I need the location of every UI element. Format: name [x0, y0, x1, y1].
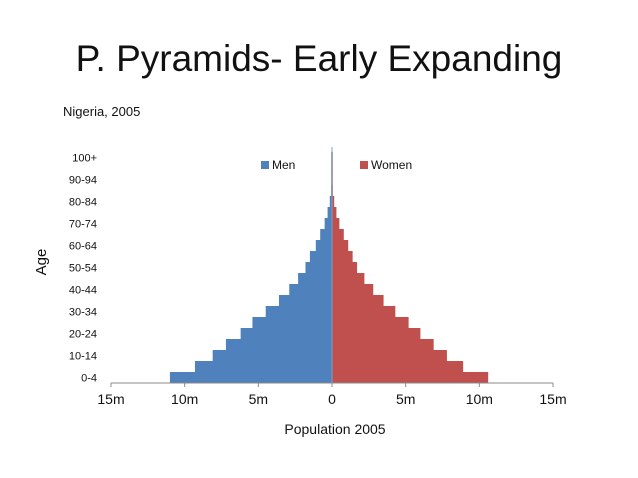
bar-men-15-19 — [225, 339, 332, 351]
bar-women-15-19 — [332, 339, 434, 351]
y-tick-label: 20-24 — [69, 329, 97, 341]
bar-men-70-74 — [324, 218, 332, 230]
bar-men-0-4 — [169, 372, 332, 384]
x-tick-labels: 15m 10m 5m 0 5m 10m 15m — [97, 391, 566, 407]
y-axis-title: Age — [33, 249, 50, 276]
legend-swatch-women — [360, 161, 368, 169]
bar-men-75-79 — [327, 207, 332, 219]
bars-group — [169, 152, 489, 384]
bar-women-5-9 — [332, 361, 464, 373]
bar-women-10-14 — [332, 350, 447, 362]
y-tick-label: 0-4 — [81, 373, 97, 385]
bar-men-65-69 — [320, 229, 332, 241]
bar-men-40-44 — [289, 284, 332, 296]
y-tick-label: 30-34 — [69, 307, 97, 319]
bar-women-50-54 — [332, 262, 358, 274]
bar-women-25-29 — [332, 317, 409, 329]
legend-label-women: Women — [371, 158, 412, 172]
y-tick-label: 100+ — [72, 153, 97, 165]
y-tick-label: 50-54 — [69, 263, 97, 275]
bar-women-65-69 — [332, 229, 344, 241]
x-tick-label: 10m — [466, 391, 493, 407]
y-tick-labels: 0-4 10-14 20-24 30-34 40-44 50-54 60-64 70-74 80… — [69, 153, 97, 385]
x-tick-label: 5m — [249, 391, 268, 407]
bar-men-10-14 — [212, 350, 332, 362]
bar-women-30-34 — [332, 306, 396, 318]
bar-men-60-64 — [315, 240, 332, 252]
y-tick-label: 80-84 — [69, 197, 97, 209]
bar-women-80-84 — [332, 196, 335, 208]
x-tick-label: 15m — [539, 391, 566, 407]
y-tick-label: 70-74 — [69, 219, 97, 231]
y-tick-label: 60-64 — [69, 241, 97, 253]
bar-women-0-4 — [332, 372, 489, 384]
bar-women-55-59 — [332, 251, 353, 263]
y-tick-label: 40-44 — [69, 285, 97, 297]
legend-label-men: Men — [272, 158, 295, 172]
bar-men-55-59 — [309, 251, 332, 263]
y-tick-label: 10-14 — [69, 351, 97, 363]
x-tick-label: 0 — [328, 391, 336, 407]
bar-women-75-79 — [332, 207, 337, 219]
bar-women-20-24 — [332, 328, 421, 340]
bar-men-80-84 — [329, 196, 332, 208]
bar-men-5-9 — [194, 361, 332, 373]
bar-men-30-34 — [265, 306, 332, 318]
bar-women-70-74 — [332, 218, 340, 230]
bar-women-40-44 — [332, 284, 374, 296]
bar-men-35-39 — [278, 295, 332, 307]
bar-women-45-49 — [332, 273, 365, 285]
x-axis-title: Population 2005 — [284, 421, 385, 437]
bar-women-35-39 — [332, 295, 384, 307]
bar-women-60-64 — [332, 240, 349, 252]
legend-swatch-men — [261, 161, 269, 169]
x-tick-label: 5m — [396, 391, 415, 407]
slide-title: P. Pyramids- Early Expanding — [75, 38, 563, 79]
chart-subtitle: Nigeria, 2005 — [63, 104, 141, 119]
bar-men-20-24 — [240, 328, 332, 340]
bar-men-25-29 — [252, 317, 332, 329]
bar-men-45-49 — [298, 273, 332, 285]
x-tick-label: 15m — [97, 391, 124, 407]
y-tick-label: 90-94 — [69, 175, 97, 187]
bar-men-50-54 — [305, 262, 332, 274]
axes-group — [110, 147, 554, 387]
legend: Men Women — [261, 158, 412, 172]
x-tick-label: 10m — [171, 391, 198, 407]
